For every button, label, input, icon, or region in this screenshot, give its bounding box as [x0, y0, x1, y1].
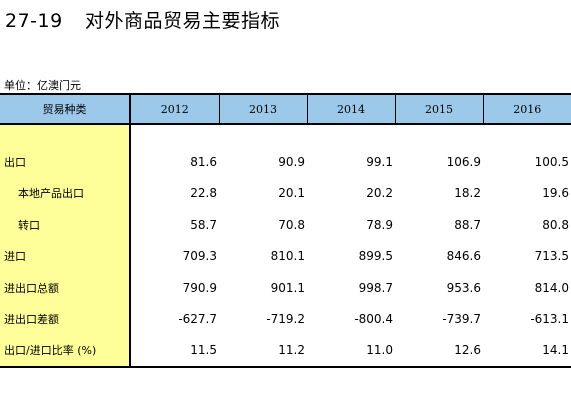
- table-row: 进口 709.3 810.1 899.5 846.6 713.5: [0, 240, 571, 272]
- row-label: 进出口差额: [0, 303, 131, 335]
- table-cell: 100.5: [534, 154, 569, 169]
- header-year: 2013: [218, 93, 307, 125]
- row-label: 出口/进口比率 (%): [0, 335, 131, 368]
- table-cell: 899.5: [358, 249, 393, 264]
- row-label: 出口: [0, 146, 131, 178]
- table-cell: 18.2: [454, 186, 481, 201]
- table-row: 本地产品出口 22.8 20.1 20.2 18.2 19.6: [0, 177, 571, 209]
- table-number: 27-19: [5, 10, 63, 32]
- table-cell: -800.4: [354, 312, 393, 327]
- table-cell: 20.2: [366, 186, 393, 201]
- header-year: 2015: [394, 93, 483, 125]
- row-label: 转口: [0, 209, 131, 241]
- table-cell: 99.1: [366, 154, 393, 169]
- unit-label: 单位：亿澳门元: [4, 79, 81, 92]
- table-cell: 80.8: [542, 217, 569, 232]
- table-cell: 106.9: [446, 154, 481, 169]
- row-label: 进口: [0, 240, 131, 272]
- table-row: 进出口总额 790.9 901.1 998.7 953.6 814.0: [0, 272, 571, 304]
- table-cell: 20.1: [278, 186, 305, 201]
- table-cell: 12.6: [395, 335, 483, 368]
- table-cell: 953.6: [446, 280, 481, 295]
- row-label: 本地产品出口: [0, 177, 131, 209]
- table-cell: -627.7: [178, 312, 217, 327]
- trade-indicators-table: 贸易种类 2012 2013 2014 2015 2016 出口 81.6 90…: [0, 93, 571, 368]
- table-cell: 713.5: [534, 249, 569, 264]
- table-row: 出口/进口比率 (%) 11.5 11.2 11.0 12.6 14.1: [0, 335, 571, 368]
- table-cell: 11.0: [307, 335, 395, 368]
- table-cell: 11.2: [219, 335, 307, 368]
- table-cell: -719.2: [266, 312, 305, 327]
- row-label: 进出口总额: [0, 272, 131, 304]
- table-row: 转口 58.7 70.8 78.9 88.7 80.8: [0, 209, 571, 241]
- table-row: 出口 81.6 90.9 99.1 106.9 100.5: [0, 146, 571, 178]
- header-year: 2016: [482, 93, 571, 125]
- header-row: 贸易种类 2012 2013 2014 2015 2016: [0, 93, 571, 125]
- table-cell: 19.6: [542, 186, 569, 201]
- table-cell: 81.6: [190, 154, 217, 169]
- header-trade-type: 贸易种类: [0, 93, 131, 125]
- table-cell: 998.7: [358, 280, 393, 295]
- table-cell: 810.1: [270, 249, 305, 264]
- table-cell: 11.5: [130, 335, 219, 368]
- table-cell: -739.7: [442, 312, 481, 327]
- spacer-row: [0, 124, 571, 146]
- table-cell: 814.0: [534, 280, 569, 295]
- table-cell: 78.9: [366, 217, 393, 232]
- table-title: 对外商品贸易主要指标: [85, 10, 281, 32]
- table-row: 进出口差额 -627.7 -719.2 -800.4 -739.7 -613.1: [0, 303, 571, 335]
- table-cell: 901.1: [270, 280, 305, 295]
- page-title: 27-19 对外商品贸易主要指标: [5, 6, 280, 33]
- table-cell: 70.8: [278, 217, 305, 232]
- table-cell: 790.9: [182, 280, 217, 295]
- header-year: 2012: [129, 93, 219, 125]
- table-cell: 58.7: [190, 217, 217, 232]
- table-cell: 88.7: [454, 217, 481, 232]
- table-cell: 90.9: [278, 154, 305, 169]
- table-cell: 14.1: [483, 335, 571, 368]
- table-cell: 22.8: [190, 186, 217, 201]
- header-year: 2014: [306, 93, 395, 125]
- table-cell: -613.1: [530, 312, 569, 327]
- table-cell: 709.3: [182, 249, 217, 264]
- table-cell: 846.6: [446, 249, 481, 264]
